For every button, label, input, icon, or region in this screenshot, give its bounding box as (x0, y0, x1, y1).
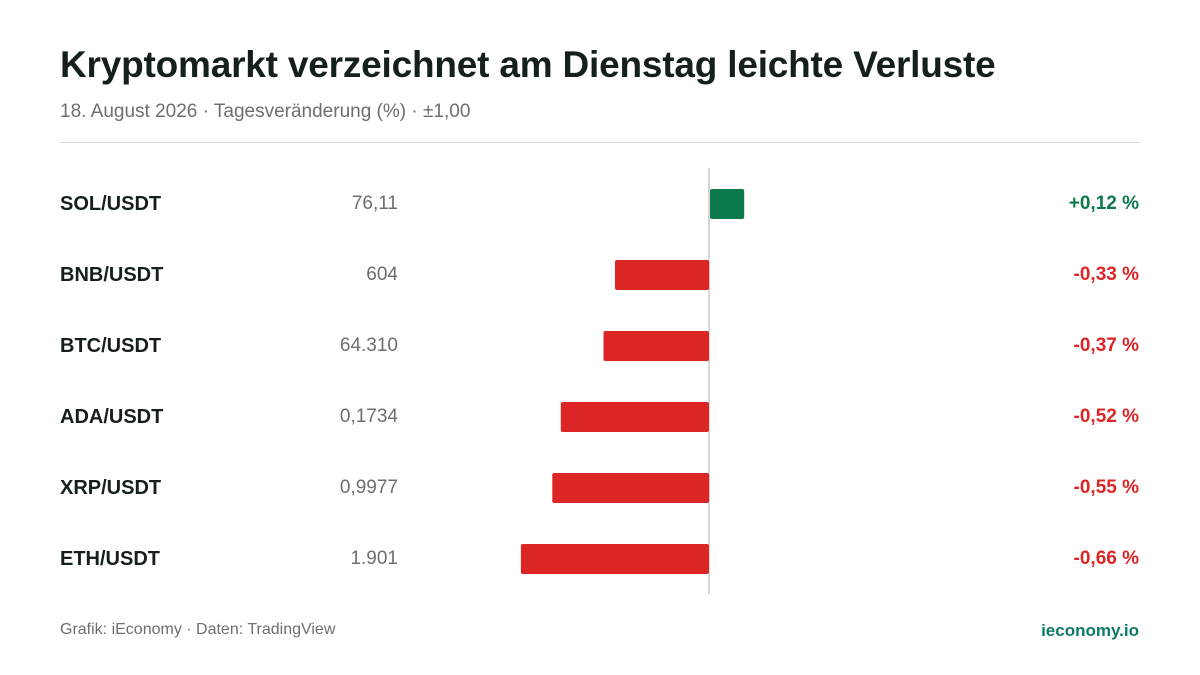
bar-btc-usdt (603, 331, 709, 361)
price-label: 1.901 (350, 548, 398, 569)
change-label: -0,66 % (1073, 548, 1139, 569)
chart-subtitle: 18. August 2026 · Tagesveränderung (%) ·… (60, 101, 471, 122)
chart-title: Kryptomarkt verzeichnet am Dienstag leic… (60, 44, 996, 85)
bar-bnb-usdt (615, 260, 710, 290)
pair-label: XRP/USDT (60, 477, 162, 499)
bar-sol-usdt (710, 189, 745, 219)
pair-label: BTC/USDT (60, 335, 162, 357)
pair-label: ADA/USDT (60, 406, 164, 428)
change-label: -0,33 % (1073, 264, 1139, 285)
footer-brand-link[interactable]: ieconomy.io (1041, 621, 1139, 640)
change-label: -0,37 % (1073, 335, 1139, 356)
change-label: +0,12 % (1068, 193, 1139, 214)
bar-eth-usdt (520, 544, 709, 574)
pair-label: SOL/USDT (60, 193, 162, 215)
header-divider (60, 142, 1140, 143)
change-label: -0,55 % (1073, 477, 1139, 498)
price-label: 0,9977 (339, 477, 398, 498)
bar-xrp-usdt (552, 473, 710, 503)
price-label: 64.310 (339, 335, 398, 356)
bar-ada-usdt (560, 402, 709, 432)
pair-label: ETH/USDT (60, 548, 160, 570)
footer-source: Grafik: iEconomy · Daten: TradingView (60, 621, 336, 638)
price-label: 0,1734 (339, 406, 398, 427)
pair-label: BNB/USDT (60, 264, 164, 286)
price-label: 76,11 (351, 193, 398, 214)
change-label: -0,52 % (1073, 406, 1139, 427)
price-label: 604 (366, 264, 398, 285)
